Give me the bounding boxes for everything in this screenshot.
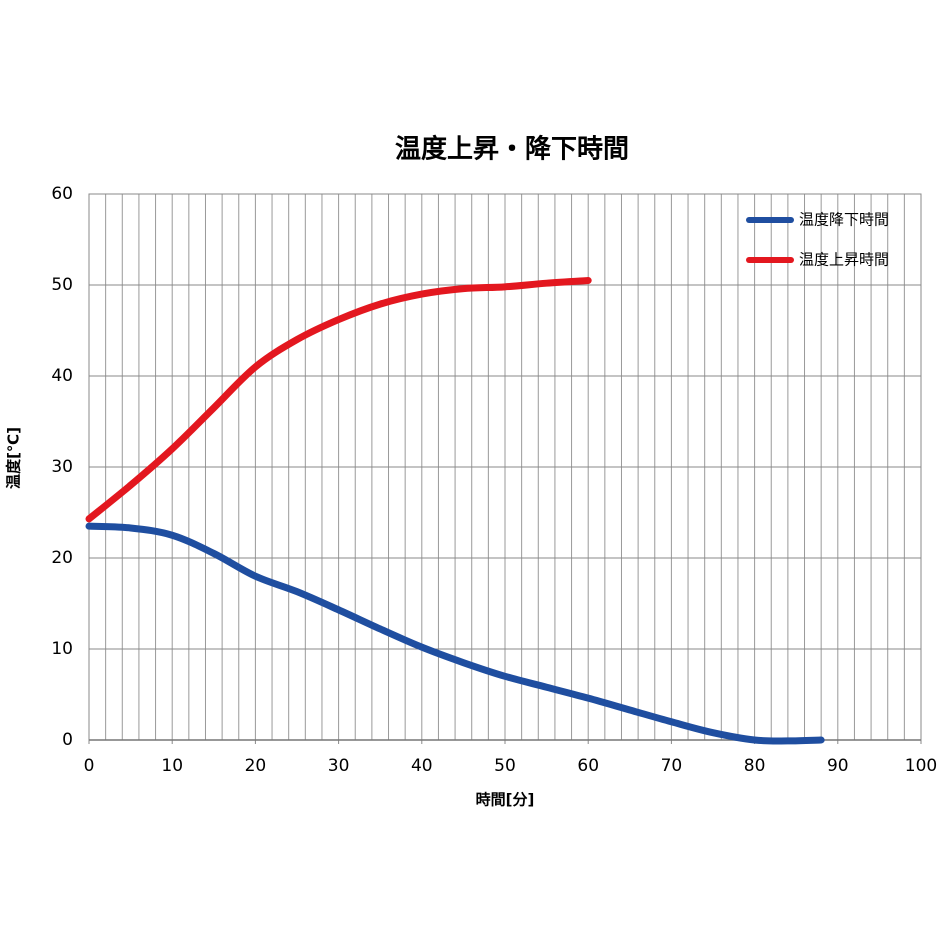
x-tick-label: 40 [411, 756, 433, 776]
x-tick-label: 50 [494, 756, 516, 776]
x-tick-label: 60 [577, 756, 599, 776]
y-tick-label: 10 [51, 639, 73, 659]
y-tick-label: 40 [51, 366, 73, 386]
y-tick-label: 60 [51, 184, 73, 204]
x-tick-label: 70 [661, 756, 683, 776]
data-line [85, 522, 825, 745]
legend-label: 温度降下時間 [799, 211, 889, 229]
legend-label: 温度上昇時間 [799, 251, 889, 269]
x-tick-label: 30 [328, 756, 350, 776]
x-tick-label: 90 [827, 756, 849, 776]
x-tick-label: 20 [245, 756, 267, 776]
x-axis-label: 時間[分] [476, 791, 535, 809]
y-tick-label: 20 [51, 548, 73, 568]
x-tick-label: 10 [161, 756, 183, 776]
y-tick-label: 50 [51, 275, 73, 295]
x-tick-label: 80 [744, 756, 766, 776]
y-tick-label: 0 [62, 730, 73, 750]
x-tick-label: 0 [84, 756, 95, 776]
y-tick-label: 30 [51, 457, 73, 477]
x-tick-label: 100 [905, 756, 937, 776]
data-line [85, 276, 592, 523]
y-axis-label: 温度[℃] [5, 427, 23, 489]
chart-title: 温度上昇・降下時間 [395, 134, 629, 165]
